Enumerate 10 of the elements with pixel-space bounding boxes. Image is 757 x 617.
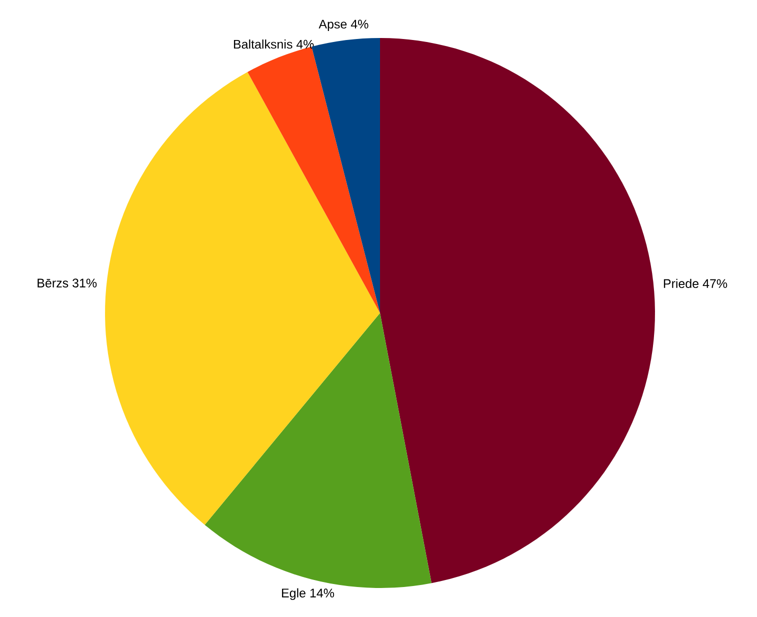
slice-label: Bērzs xyxy=(38,278,68,288)
slice-label: Apse xyxy=(318,20,347,32)
data-label: 4% xyxy=(296,40,314,49)
data-label: 14% xyxy=(310,588,334,598)
slice-label: Egle xyxy=(282,588,306,600)
data-label: 4% xyxy=(350,20,368,29)
data-label: 47% xyxy=(702,279,728,288)
data-label: 31% xyxy=(72,278,97,288)
slice-label: Baltalksnis xyxy=(234,39,292,49)
slice-label: Priede xyxy=(664,278,699,288)
